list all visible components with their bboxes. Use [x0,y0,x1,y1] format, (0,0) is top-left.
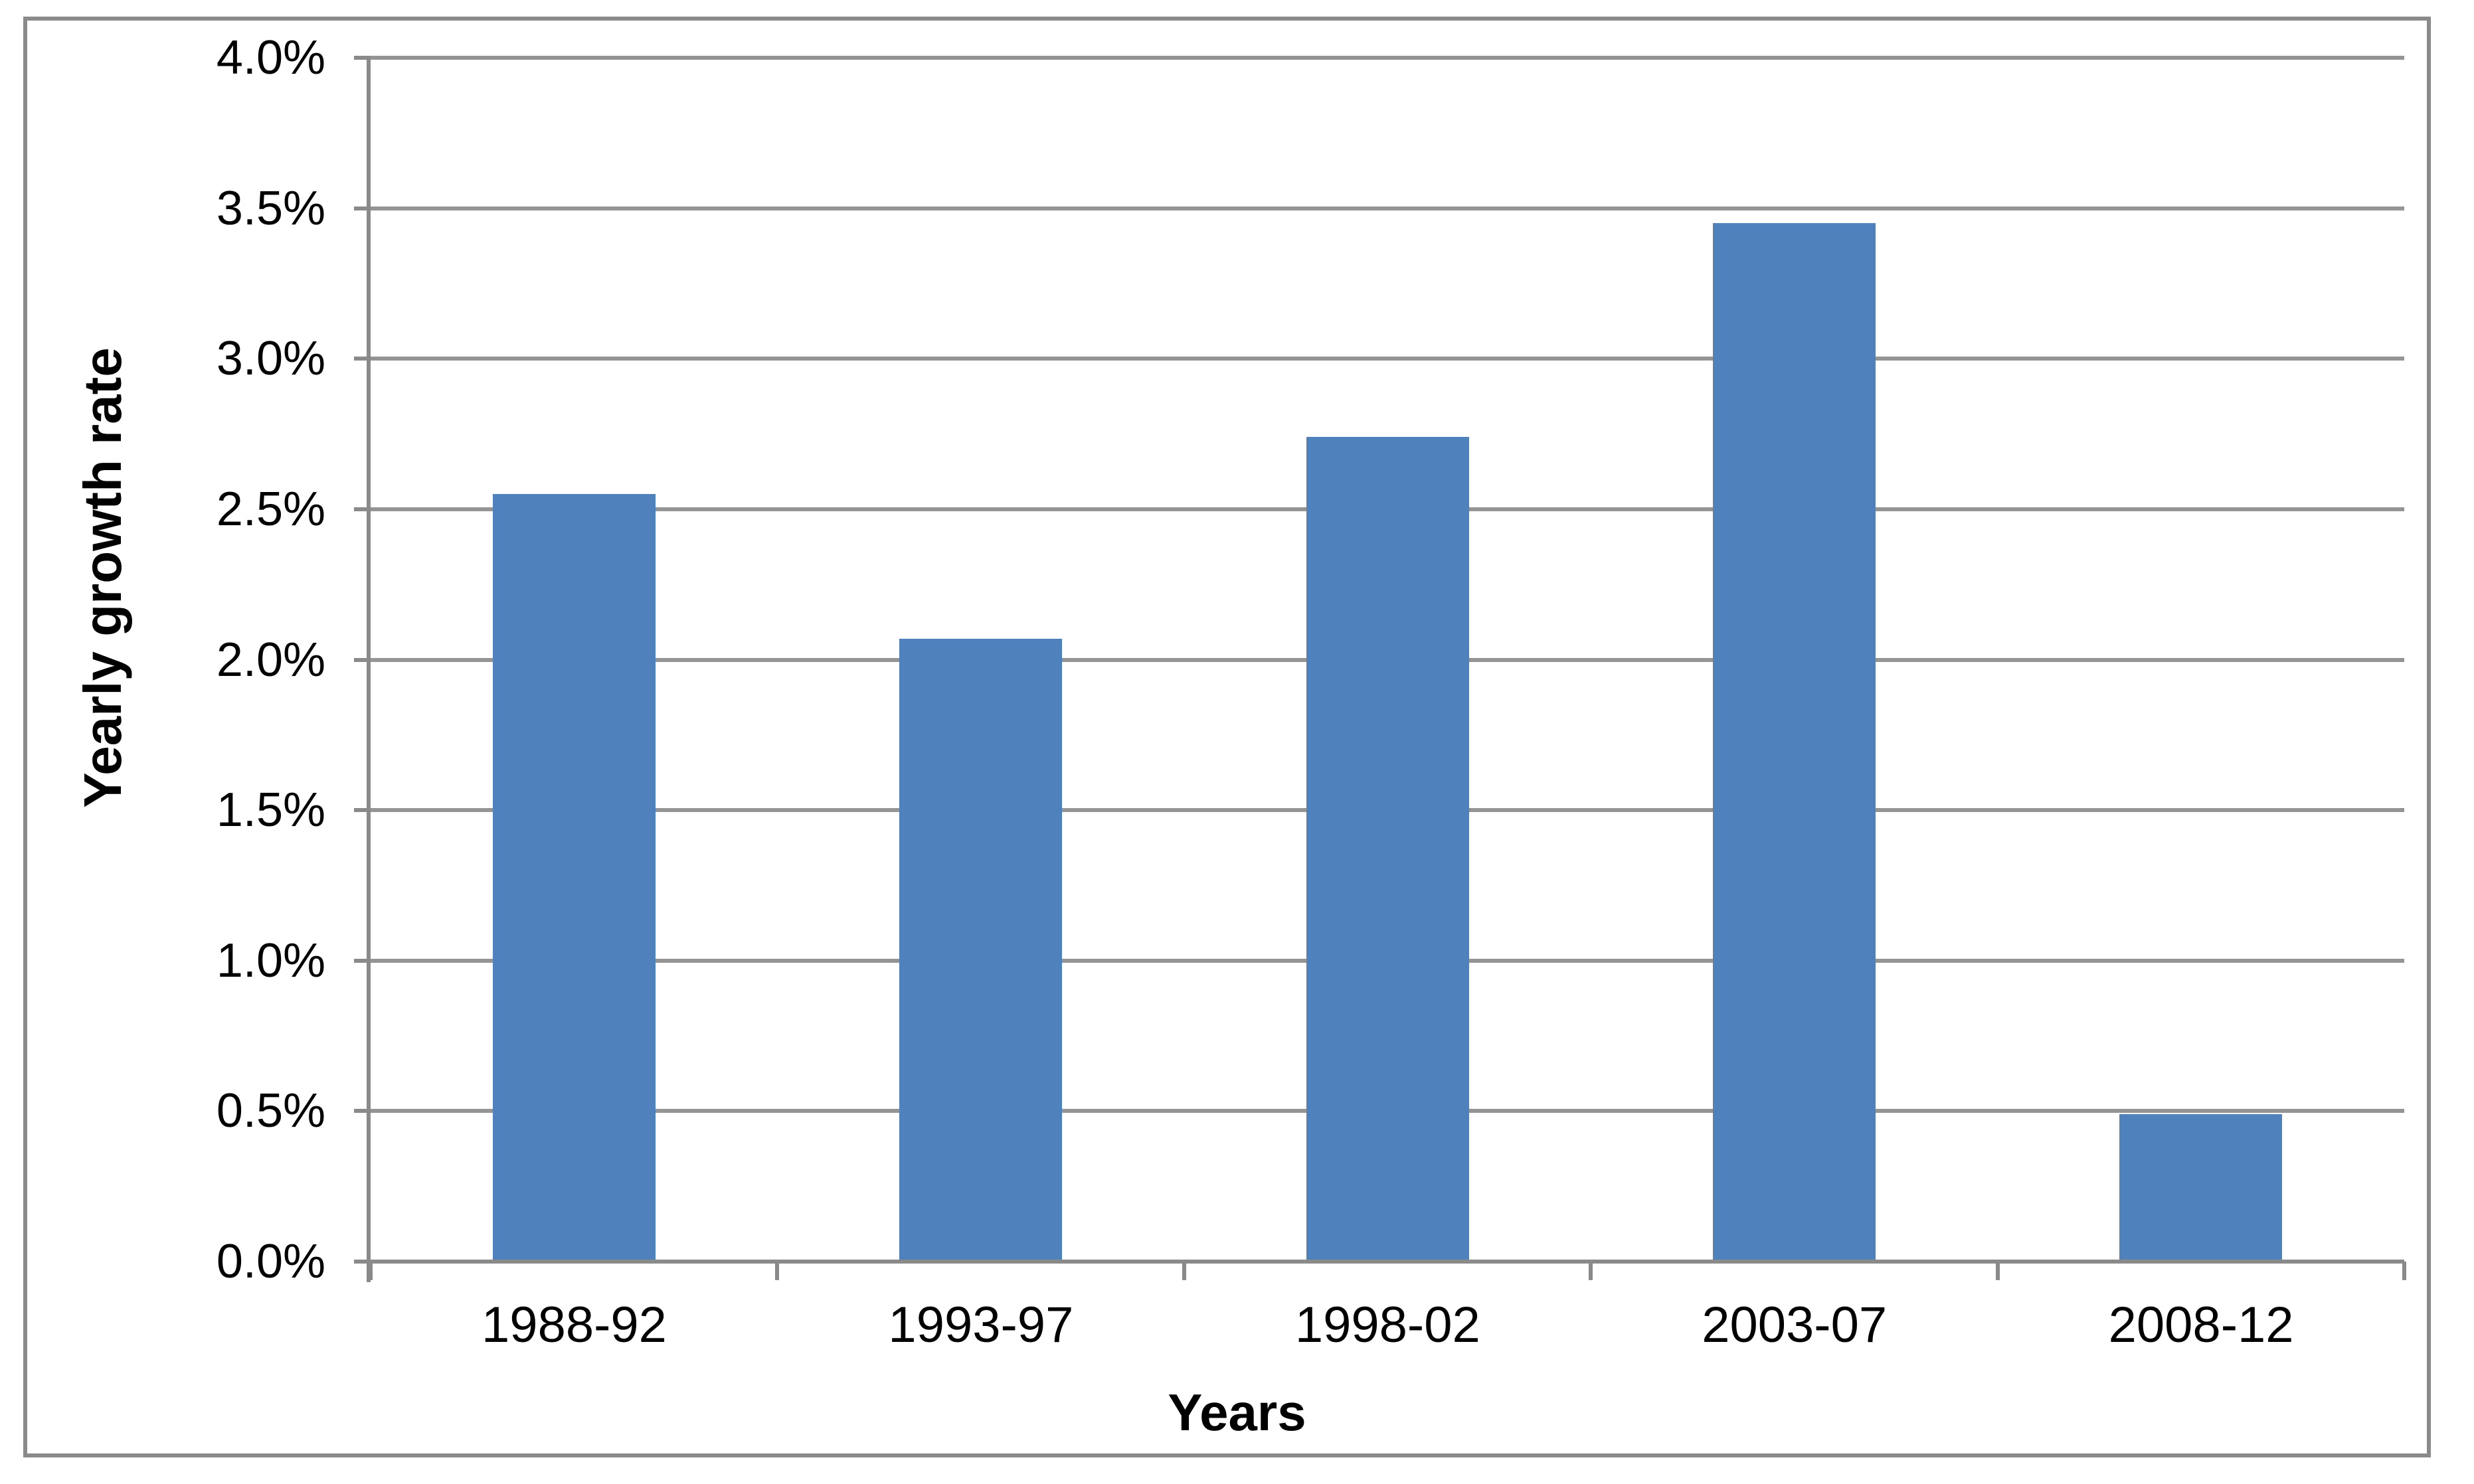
y-tick-label: 2.5% [216,482,325,536]
figure-border [23,17,2431,1457]
y-tick-label: 1.5% [216,783,325,837]
x-axis-title: Years [1168,1383,1306,1442]
x-tick-label: 1998-02 [1294,1297,1480,1353]
gridline [371,56,2404,60]
x-axis-tick [2402,1262,2406,1280]
x-axis-line [354,1260,2404,1264]
bar-2008-12 [2119,1113,2283,1262]
x-axis-tick [369,1262,373,1280]
bar-2003-07 [1712,223,1876,1262]
y-tick-label: 2.0% [216,633,325,687]
x-axis-tick [1589,1262,1593,1280]
gridline [371,206,2404,210]
y-tick-label: 3.0% [216,332,325,386]
y-axis-line [367,58,371,1282]
y-tick-label: 4.0% [216,31,325,84]
y-axis-tick [354,206,371,210]
y-axis-tick [354,958,371,963]
bar-1998-02 [1306,437,1469,1262]
y-tick-label: 0.0% [216,1235,325,1288]
x-axis-tick [1995,1262,2000,1280]
y-axis-tick [354,1109,371,1113]
y-axis-title: Yearly growth rate [73,347,132,808]
gridline [371,357,2404,361]
x-tick-label: 1993-97 [888,1297,1074,1353]
y-tick-label: 3.5% [216,181,325,235]
x-axis-tick [775,1262,780,1280]
y-axis-tick [354,357,371,361]
bar-1993-97 [899,638,1063,1262]
x-tick-label: 1988-92 [482,1297,667,1353]
x-axis-tick [1182,1262,1186,1280]
y-axis-tick [354,56,371,60]
y-axis-tick [354,657,371,662]
x-tick-label: 2008-12 [2108,1297,2294,1353]
y-axis-tick [354,808,371,813]
y-axis-tick [354,507,371,511]
bar-1988-92 [492,494,656,1262]
x-tick-label: 2003-07 [1702,1297,1888,1353]
y-tick-label: 1.0% [216,934,325,987]
y-tick-label: 0.5% [216,1084,325,1138]
